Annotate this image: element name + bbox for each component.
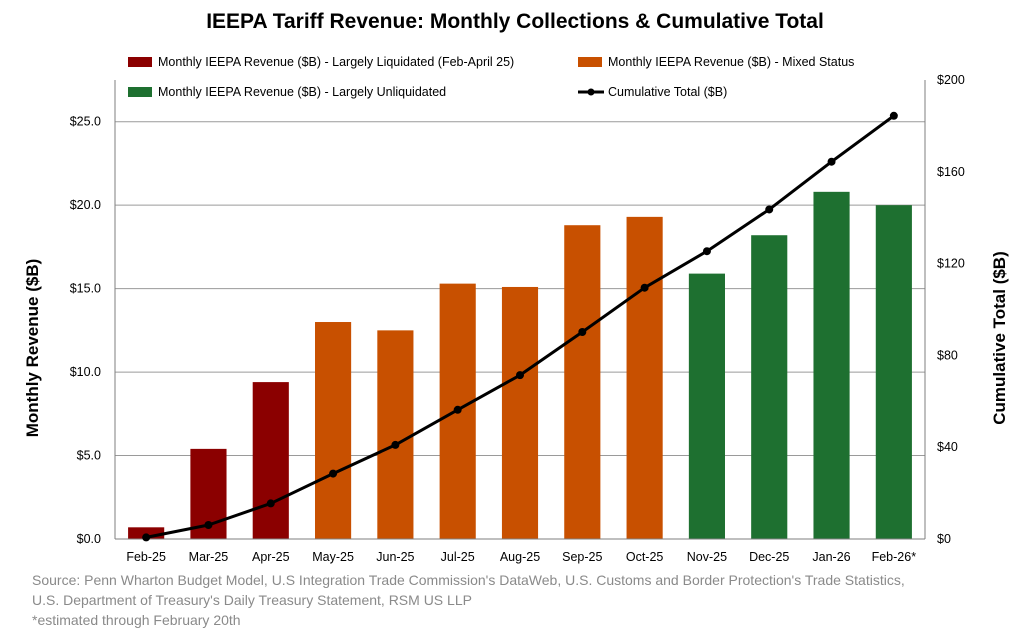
legend: Monthly IEEPA Revenue ($B) - Largely Liq… [128, 55, 854, 99]
y2-tick-label: $160 [937, 165, 965, 179]
x-tick-label: Aug-25 [500, 550, 540, 564]
cumulative-point [578, 327, 587, 336]
x-tick-label: Jul-25 [441, 550, 475, 564]
legend-label-mixed: Monthly IEEPA Revenue ($B) - Mixed Statu… [608, 55, 854, 69]
x-tick-label: Apr-25 [252, 550, 290, 564]
source-line-2: U.S. Department of Treasury's Daily Trea… [32, 592, 472, 608]
source-line-1: Source: Penn Wharton Budget Model, U.S I… [32, 572, 905, 588]
cumulative-point [516, 371, 524, 380]
legend-item-liquidated: Monthly IEEPA Revenue ($B) - Largely Liq… [128, 55, 514, 69]
legend-swatch-mixed [578, 57, 602, 67]
x-tick-label: Nov-25 [687, 550, 727, 564]
cumulative-point [204, 521, 213, 530]
legend-swatch-liquidated [128, 57, 152, 67]
y-axis-title: Monthly Revenue ($B) [23, 259, 42, 438]
cumulative-point [827, 157, 836, 166]
bar [564, 225, 601, 539]
legend-label-liquidated: Monthly IEEPA Revenue ($B) - Largely Liq… [158, 55, 514, 69]
bar [501, 286, 539, 539]
bar [315, 322, 352, 539]
cumulative-point [329, 469, 338, 478]
legend-item-unliquidated: Monthly IEEPA Revenue ($B) - Largely Unl… [128, 85, 446, 99]
cumulative-point [453, 405, 462, 414]
x-tick-label: Sep-25 [562, 550, 602, 564]
legend-swatch-unliquidated [128, 87, 152, 97]
cumulative-point [391, 440, 400, 449]
y-tick-label: $0.0 [77, 532, 101, 546]
legend-item-cumulative: Cumulative Total ($B) [578, 85, 727, 99]
revenue-chart: IEEPA Tariff Revenue: Monthly Collection… [23, 10, 1009, 564]
cumulative-point [640, 283, 649, 292]
cumulative-point [266, 499, 275, 508]
y-tick-label: $5.0 [77, 449, 101, 463]
bar [875, 205, 912, 539]
y-tick-label: $20.0 [70, 198, 101, 212]
x-tick-label: Feb-26* [872, 550, 917, 564]
x-tick-label: Mar-25 [189, 550, 229, 564]
bar [377, 330, 414, 539]
bar [626, 216, 663, 539]
y2-tick-label: $120 [937, 257, 965, 271]
x-tick-label: Dec-25 [749, 550, 789, 564]
cumulative-point [142, 533, 151, 542]
y2-tick-label: $40 [937, 440, 958, 454]
x-tick-label: Jan-26 [812, 550, 850, 564]
legend-item-mixed: Monthly IEEPA Revenue ($B) - Mixed Statu… [578, 55, 854, 69]
cumulative-point [765, 205, 774, 214]
chart-title: IEEPA Tariff Revenue: Monthly Collection… [206, 10, 824, 33]
y2-tick-label: $80 [937, 348, 958, 362]
bar [688, 273, 725, 539]
bar [751, 235, 788, 539]
legend-label-unliquidated: Monthly IEEPA Revenue ($B) - Largely Unl… [158, 85, 446, 99]
y2-tick-label: $0 [937, 532, 951, 546]
x-tick-label: May-25 [312, 550, 354, 564]
cumulative-point [702, 247, 711, 256]
bar [252, 382, 289, 539]
x-tick-label: Oct-25 [626, 550, 664, 564]
x-tick-label: Feb-25 [126, 550, 166, 564]
legend-label-cumulative: Cumulative Total ($B) [608, 85, 727, 99]
x-tick-label: Jun-25 [376, 550, 414, 564]
bar [813, 191, 850, 539]
y-tick-label: $15.0 [70, 282, 101, 296]
estimate-note: *estimated through February 20th [32, 612, 241, 628]
y-tick-label: $10.0 [70, 365, 101, 379]
plot-area: $0.0 $5.0 $10.0 $15.0 $20.0 $25.0 $0 $40 $80 $120… [70, 73, 965, 564]
cumulative-point [889, 111, 898, 120]
legend-marker-cumulative [587, 88, 595, 96]
y2-tick-label: $200 [937, 73, 965, 87]
bar [128, 527, 165, 539]
y-tick-label: $25.0 [70, 115, 101, 129]
y2-axis-title: Cumulative Total ($B) [990, 251, 1009, 424]
